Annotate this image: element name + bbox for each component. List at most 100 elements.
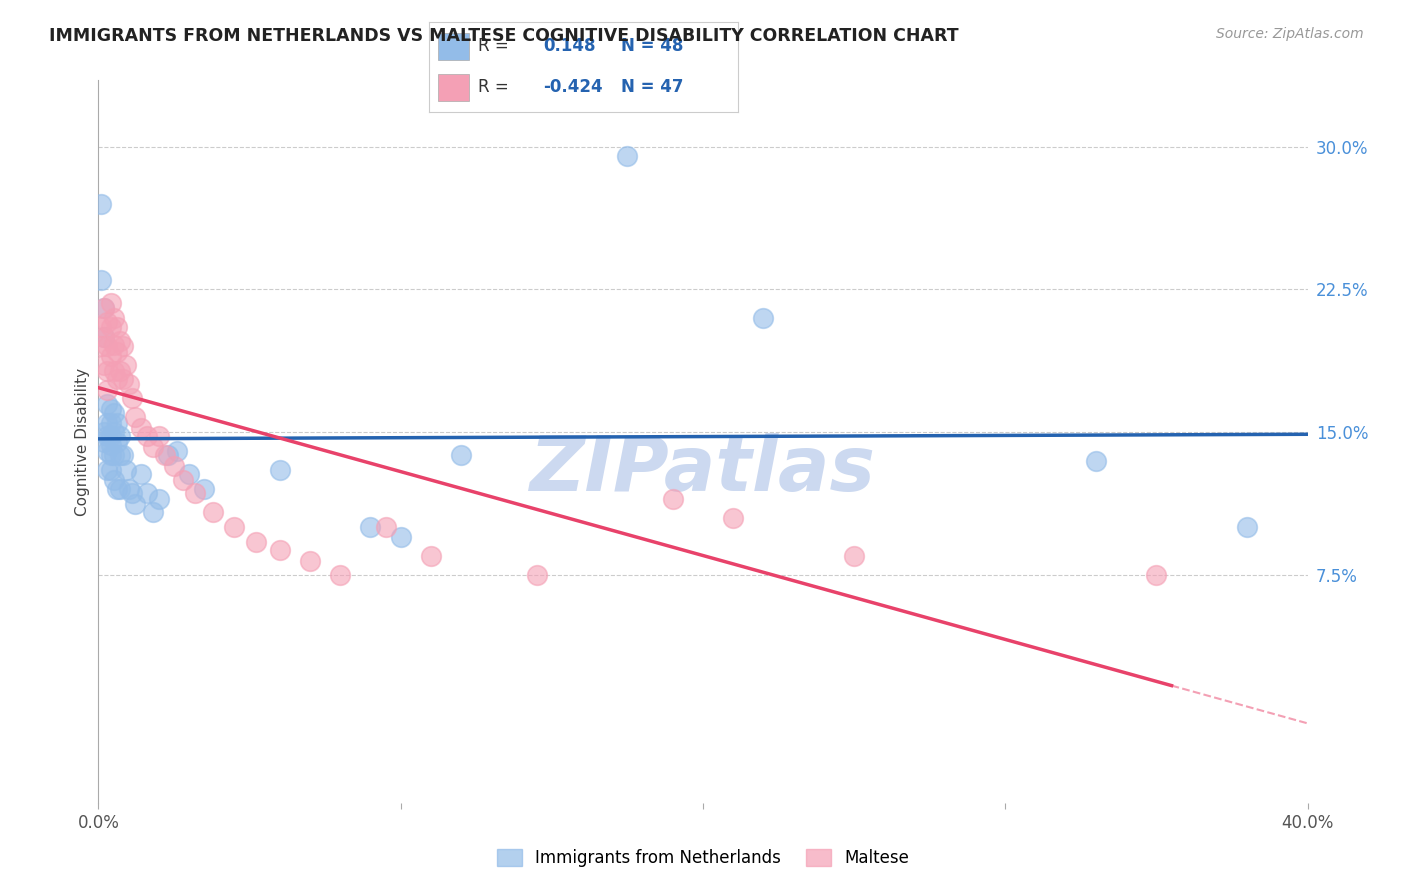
Point	[389, 530, 412, 544]
Point	[121, 486, 143, 500]
Point	[100, 320, 122, 334]
Point	[172, 473, 194, 487]
Point	[135, 486, 157, 500]
Point	[100, 438, 122, 452]
Point	[96, 396, 118, 410]
Point	[163, 459, 186, 474]
Point	[114, 359, 136, 373]
Point	[90, 197, 112, 211]
Point	[93, 330, 115, 344]
Point	[93, 301, 115, 316]
Point	[105, 372, 128, 386]
Point	[100, 463, 122, 477]
Point	[100, 429, 122, 443]
Point	[90, 339, 112, 353]
Point	[93, 359, 115, 373]
Y-axis label: Cognitive Disability: Cognitive Disability	[75, 368, 90, 516]
Text: N = 48: N = 48	[620, 37, 683, 55]
Point	[108, 334, 131, 348]
Point	[105, 320, 128, 334]
Text: R =: R =	[478, 37, 509, 55]
Point	[124, 409, 146, 424]
Point	[93, 425, 115, 439]
Point	[723, 510, 745, 524]
Point	[329, 567, 352, 582]
Point	[269, 463, 291, 477]
Point	[193, 482, 215, 496]
Point	[179, 467, 201, 481]
Point	[374, 520, 396, 534]
Point	[96, 416, 118, 430]
Point	[752, 310, 775, 325]
Point	[148, 491, 170, 506]
Point	[661, 491, 683, 506]
Point	[299, 554, 322, 568]
Point	[1236, 520, 1258, 534]
Point	[156, 448, 179, 462]
Text: ZIPatlas: ZIPatlas	[530, 434, 876, 508]
Point	[103, 406, 125, 420]
Point	[124, 497, 146, 511]
Text: N = 47: N = 47	[620, 78, 683, 96]
Point	[105, 482, 128, 496]
Point	[135, 429, 157, 443]
Point	[129, 467, 152, 481]
Text: IMMIGRANTS FROM NETHERLANDS VS MALTESE COGNITIVE DISABILITY CORRELATION CHART: IMMIGRANTS FROM NETHERLANDS VS MALTESE C…	[49, 27, 959, 45]
Point	[103, 310, 125, 325]
Point	[420, 549, 443, 563]
Text: Source: ZipAtlas.com: Source: ZipAtlas.com	[1216, 27, 1364, 41]
Point	[103, 448, 125, 462]
Point	[844, 549, 866, 563]
Point	[111, 372, 134, 386]
Point	[121, 391, 143, 405]
Point	[93, 434, 115, 449]
Point	[93, 330, 115, 344]
Point	[90, 320, 112, 334]
Point	[96, 383, 118, 397]
Point	[142, 440, 165, 454]
Point	[111, 339, 134, 353]
Point	[166, 444, 188, 458]
Point	[111, 448, 134, 462]
Point	[96, 339, 118, 353]
Point	[108, 448, 131, 462]
Point	[103, 364, 125, 378]
Point	[224, 520, 246, 534]
Point	[105, 416, 128, 430]
Point	[100, 402, 122, 417]
Point	[96, 315, 118, 329]
Point	[202, 505, 225, 519]
Point	[103, 337, 125, 351]
Point	[90, 273, 112, 287]
Point	[108, 429, 131, 443]
Point	[96, 429, 118, 443]
Point	[108, 364, 131, 378]
Legend: Immigrants from Netherlands, Maltese: Immigrants from Netherlands, Maltese	[491, 842, 915, 874]
Point	[184, 486, 207, 500]
Point	[129, 421, 152, 435]
Point	[100, 295, 122, 310]
Point	[360, 520, 382, 534]
Text: R =: R =	[478, 78, 509, 96]
Point	[100, 349, 122, 363]
Point	[105, 434, 128, 449]
Point	[1085, 453, 1108, 467]
Bar	[439, 33, 470, 60]
Point	[96, 444, 118, 458]
Point	[118, 377, 141, 392]
Point	[114, 463, 136, 477]
Text: 0.148: 0.148	[543, 37, 596, 55]
Point	[100, 416, 122, 430]
Point	[103, 473, 125, 487]
Point	[118, 482, 141, 496]
Point	[105, 345, 128, 359]
Point	[142, 505, 165, 519]
Point	[153, 448, 176, 462]
Point	[1144, 567, 1167, 582]
Text: -0.424: -0.424	[543, 78, 603, 96]
Point	[269, 542, 291, 557]
Point	[526, 567, 548, 582]
Point	[108, 482, 131, 496]
Bar	[439, 74, 470, 101]
Point	[616, 149, 638, 163]
